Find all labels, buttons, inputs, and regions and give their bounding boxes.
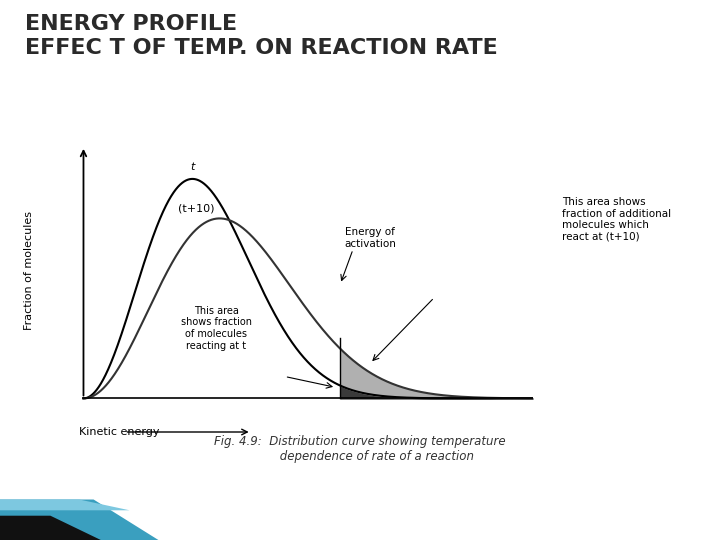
Text: This area shows
fraction of additional
molecules which
react at (t+10): This area shows fraction of additional m… xyxy=(562,197,671,242)
Text: ENERGY PROFILE
EFFEC T OF TEMP. ON REACTION RATE: ENERGY PROFILE EFFEC T OF TEMP. ON REACT… xyxy=(25,14,498,57)
Text: Energy of
activation: Energy of activation xyxy=(344,227,397,249)
Text: Kinetic energy: Kinetic energy xyxy=(79,427,167,437)
Text: This area
shows fraction
of molecules
reacting at t: This area shows fraction of molecules re… xyxy=(181,306,251,350)
Text: Fraction of molecules: Fraction of molecules xyxy=(24,211,34,329)
Text: t: t xyxy=(190,162,194,172)
Text: Fig. 4.9:  Distribution curve showing temperature
         dependence of rate of: Fig. 4.9: Distribution curve showing tem… xyxy=(214,435,506,463)
Text: (t+10): (t+10) xyxy=(178,204,215,214)
